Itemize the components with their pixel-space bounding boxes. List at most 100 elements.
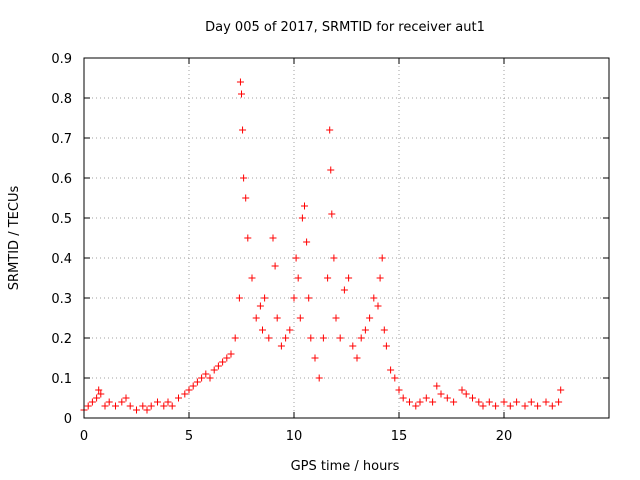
data-point — [527, 398, 535, 406]
data-point — [227, 350, 235, 358]
data-point — [122, 394, 130, 402]
data-point — [416, 398, 424, 406]
y-tick-label: 0.5 — [51, 212, 72, 227]
data-point — [143, 406, 151, 414]
data-point — [294, 274, 302, 282]
data-point — [406, 398, 413, 406]
data-point — [273, 314, 281, 322]
data-point — [450, 398, 458, 406]
data-point — [189, 382, 197, 390]
data-point — [469, 394, 476, 402]
data-point — [126, 402, 134, 410]
data-point — [261, 294, 269, 302]
data-point — [315, 374, 323, 382]
data-point — [458, 386, 466, 394]
data-point — [112, 402, 119, 410]
data-point — [223, 354, 231, 362]
data-point — [301, 202, 308, 210]
data-point — [210, 366, 218, 374]
data-point — [154, 398, 161, 406]
data-point — [240, 174, 248, 182]
data-point — [286, 326, 294, 334]
data-point — [387, 366, 395, 374]
x-tick-label: 20 — [496, 429, 513, 444]
data-point — [236, 78, 244, 86]
data-point — [88, 398, 96, 406]
data-point — [269, 234, 277, 242]
y-tick-label: 0.6 — [51, 172, 72, 187]
data-point — [256, 302, 264, 310]
data-point — [164, 398, 172, 406]
y-tick-label: 0 — [64, 412, 72, 427]
y-tick-label: 0.8 — [51, 92, 72, 107]
data-point — [557, 386, 565, 394]
data-point — [271, 262, 279, 270]
x-tick-label: 15 — [391, 429, 408, 444]
data-point — [500, 398, 508, 406]
data-point — [97, 390, 105, 398]
x-tick-label: 10 — [286, 429, 303, 444]
data-point — [282, 334, 290, 342]
data-point — [542, 398, 550, 406]
data-point — [340, 286, 348, 294]
data-point — [380, 326, 388, 334]
data-point — [485, 398, 493, 406]
data-point — [252, 314, 260, 322]
data-point — [93, 394, 101, 402]
data-point — [84, 402, 92, 410]
data-point — [239, 126, 247, 134]
data-point — [214, 362, 222, 370]
data-point — [101, 402, 109, 410]
data-point — [534, 402, 542, 410]
data-point — [437, 390, 445, 398]
y-tick-label: 0.7 — [51, 132, 72, 147]
data-point — [330, 254, 338, 262]
data-point — [265, 334, 273, 342]
data-point — [345, 274, 353, 282]
data-point — [219, 358, 227, 366]
y-tick-labels: 0 0.1 0.2 0.3 0.4 0.5 0.6 0.7 0.8 0.9 — [51, 52, 72, 427]
data-point — [412, 402, 420, 410]
plot-frame — [83, 57, 610, 419]
data-point — [193, 378, 201, 386]
data-point — [422, 394, 430, 402]
data-point — [305, 294, 313, 302]
data-point — [231, 334, 239, 342]
data-point — [327, 166, 335, 174]
y-tick-label: 0.9 — [51, 52, 72, 67]
data-point — [513, 398, 521, 406]
y-axis-label: SRMTID / TECUs — [7, 186, 22, 291]
data-point — [479, 402, 487, 410]
data-point — [307, 334, 315, 342]
data-point — [290, 294, 298, 302]
data-point — [462, 390, 470, 398]
y-tick-label: 0.3 — [51, 292, 72, 307]
x-tick-labels: 0 5 10 15 20 — [80, 429, 512, 444]
data-point — [492, 402, 500, 410]
data-point — [328, 210, 336, 218]
y-tick-label: 0.2 — [51, 332, 72, 347]
data-point — [324, 274, 332, 282]
data-point — [326, 126, 334, 134]
data-point — [332, 314, 340, 322]
data-point — [248, 274, 256, 282]
data-point — [238, 90, 245, 98]
data-point — [548, 402, 556, 410]
data-point — [235, 294, 243, 302]
data-point — [168, 402, 176, 410]
data-point — [353, 354, 361, 362]
x-tick-label: 0 — [80, 429, 88, 444]
data-point — [244, 234, 252, 242]
data-points — [80, 78, 565, 414]
data-point — [382, 342, 390, 350]
data-point — [105, 398, 113, 406]
data-point — [277, 342, 285, 350]
data-point — [147, 402, 155, 410]
data-point — [292, 254, 300, 262]
data-point — [378, 254, 386, 262]
data-point — [429, 398, 437, 406]
data-point — [296, 314, 304, 322]
y-tick-label: 0.4 — [51, 252, 72, 267]
data-point — [433, 382, 441, 390]
data-point — [370, 294, 378, 302]
